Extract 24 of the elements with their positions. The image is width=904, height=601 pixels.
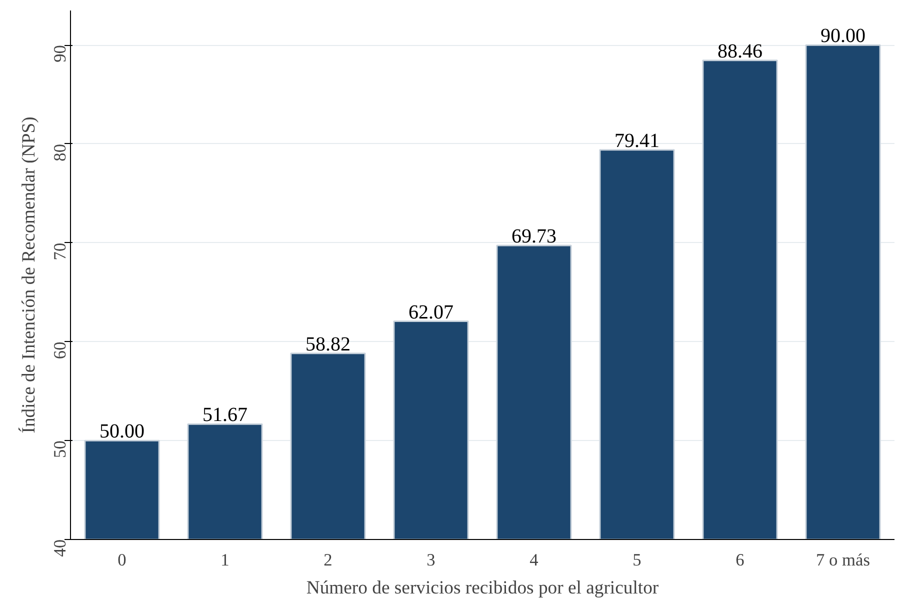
data-label: 90.00 — [820, 25, 866, 48]
data-label: 51.67 — [202, 404, 248, 426]
data-label: 58.82 — [306, 333, 350, 356]
x-axis-title: Número de servicios recibidos por el agricultor — [306, 578, 660, 598]
data-label: 88.46 — [718, 40, 762, 62]
y-tick-label: 70 — [50, 242, 70, 260]
y-tick-label: 90 — [50, 45, 70, 62]
data-label: 62.07 — [408, 301, 454, 324]
x-tick-label: 2 — [324, 550, 332, 570]
x-tick-label: 0 — [118, 550, 126, 570]
x-tick-label: 4 — [530, 550, 539, 570]
data-label: 79.41 — [614, 130, 660, 152]
x-tick-label: 1 — [220, 550, 230, 570]
data-label: 69.73 — [512, 226, 556, 248]
data-label: 50.00 — [100, 420, 144, 443]
x-tick-label: 6 — [736, 550, 745, 570]
x-tick-label: 7 o más — [816, 550, 870, 570]
y-tick-label: 40 — [50, 540, 70, 557]
y-tick-label: 50 — [50, 440, 70, 458]
y-tick-label: 60 — [50, 342, 70, 360]
y-tick-label: 80 — [50, 144, 70, 162]
x-tick-label: 5 — [632, 550, 642, 570]
y-axis-title: Índice de Intención de Recomendar (NPS) — [18, 116, 40, 434]
x-tick-label: 3 — [426, 550, 436, 570]
